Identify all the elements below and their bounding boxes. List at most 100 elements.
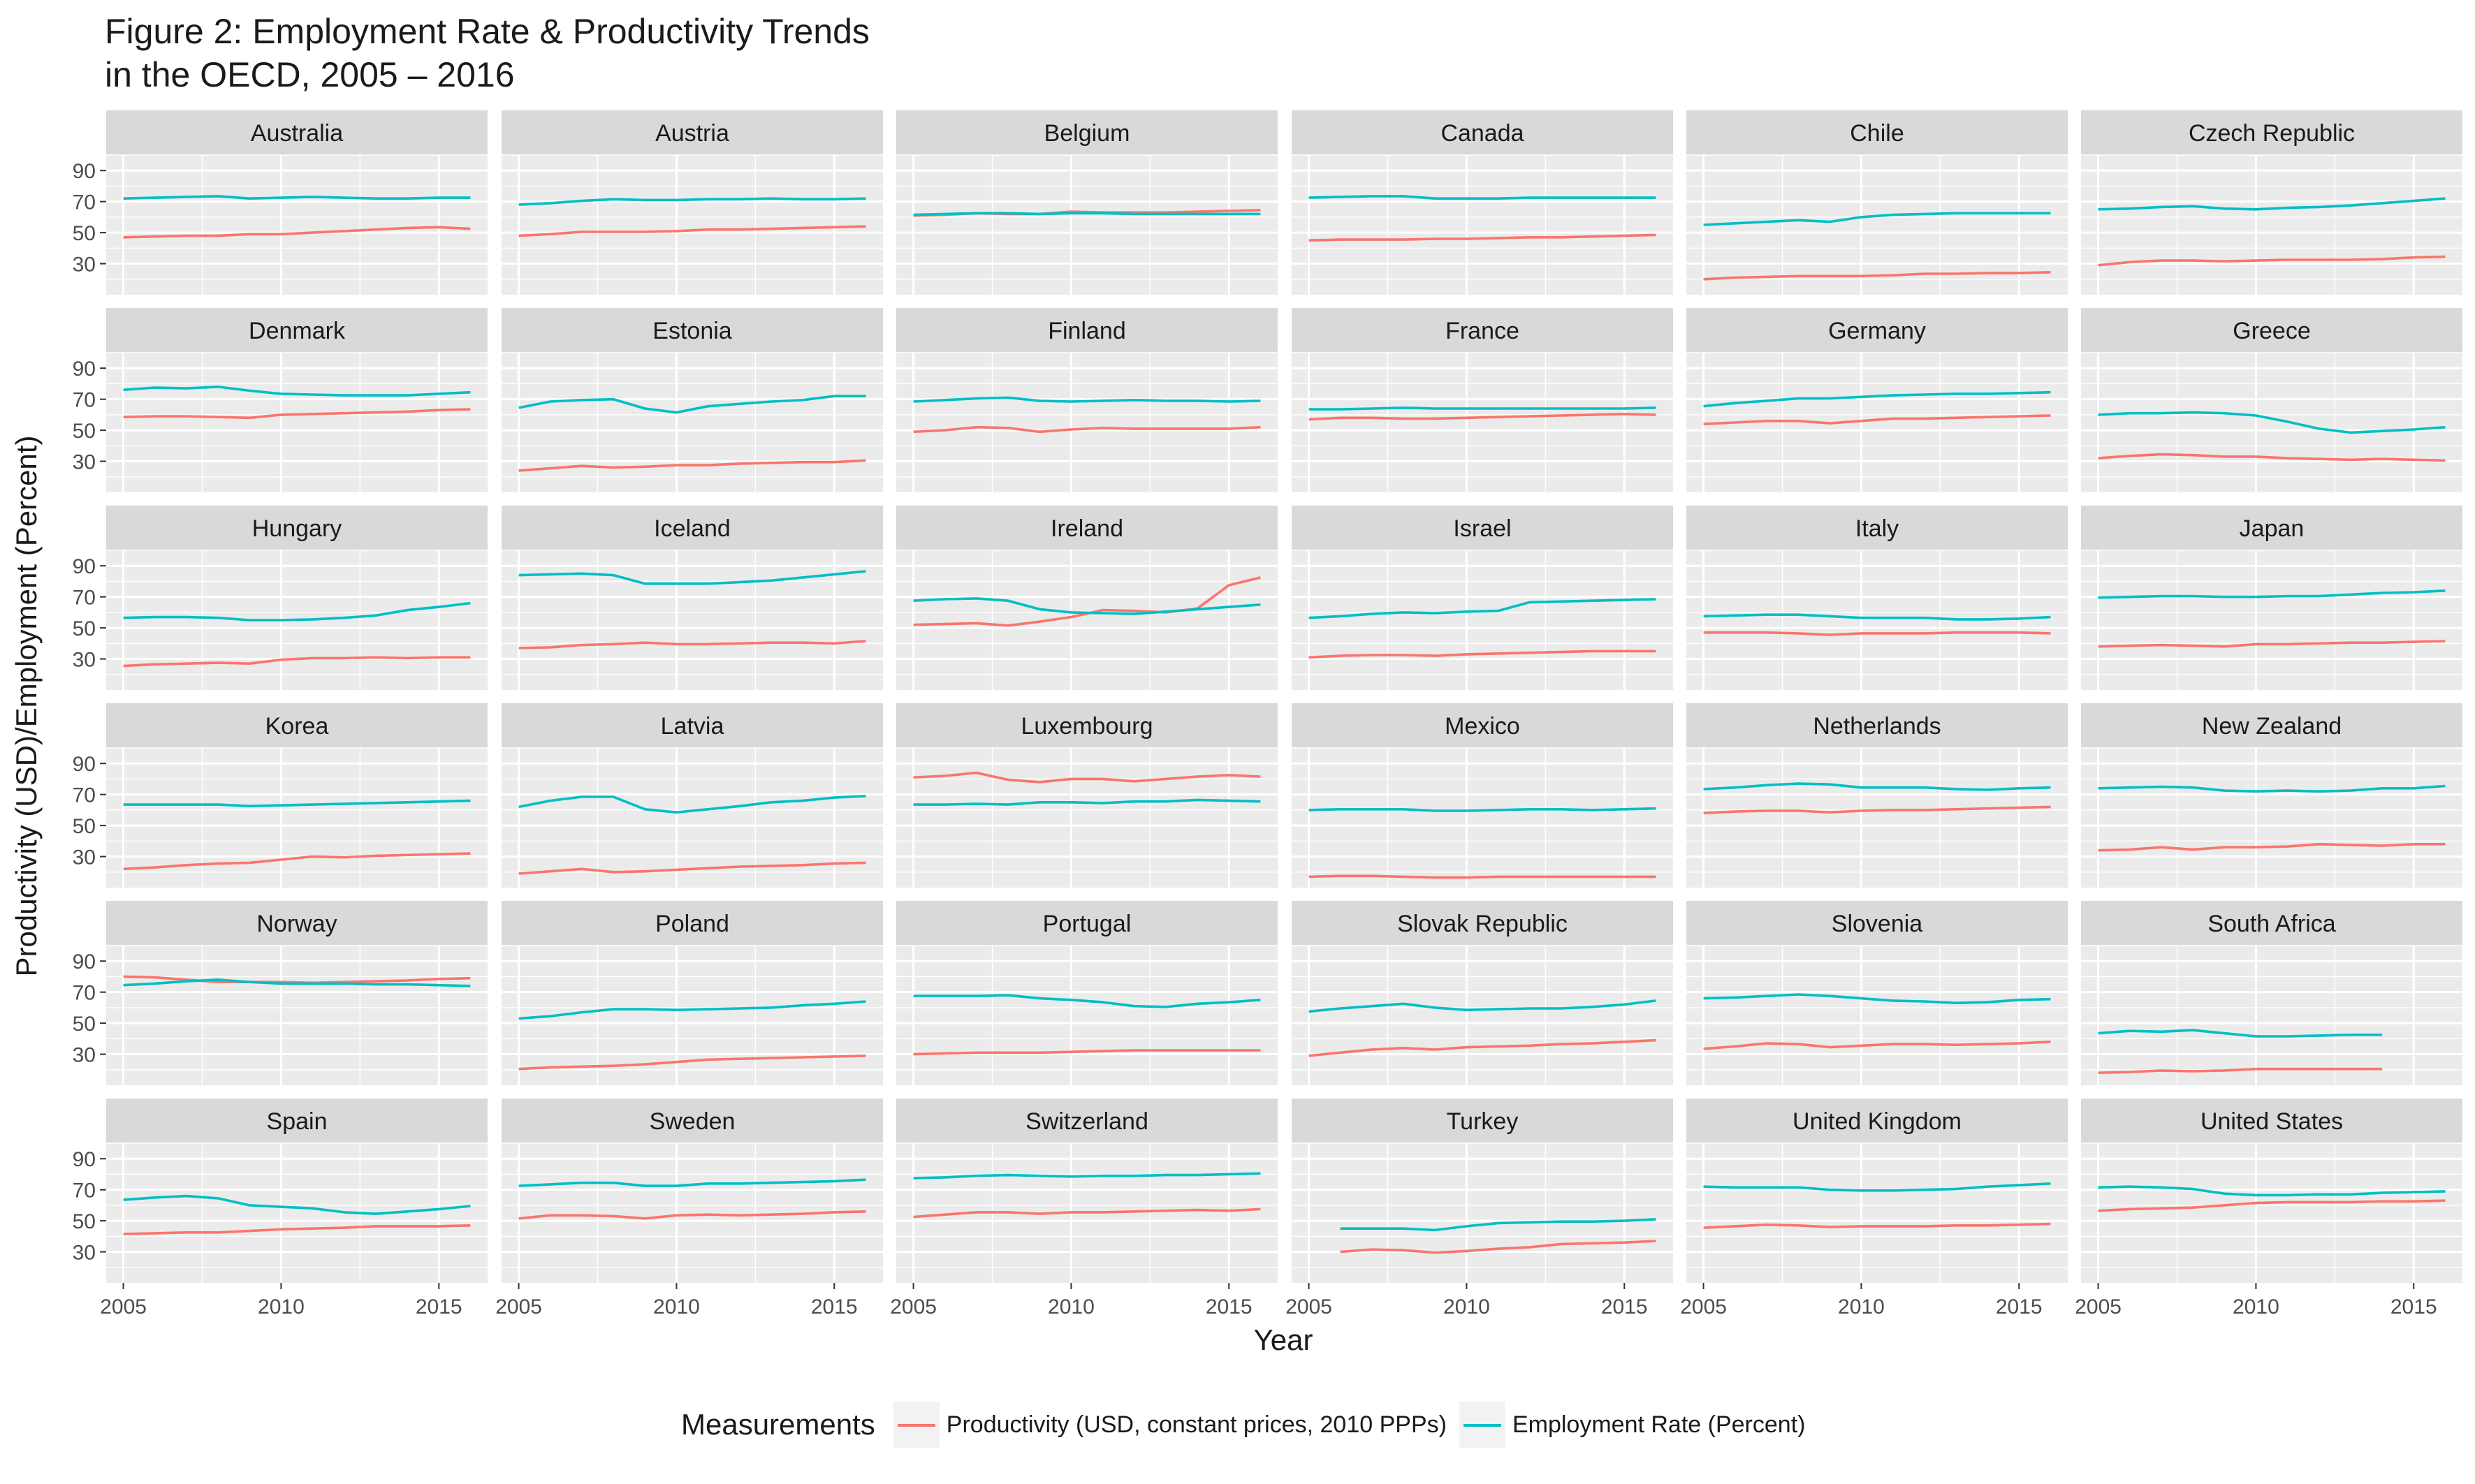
series-line-employment (1703, 1182, 2051, 1192)
panel-strip-label: Germany (1828, 318, 1926, 344)
panel-spain: Spain 30 50 70 90 2005 2010 2015 (73, 1099, 488, 1318)
series-line-employment (1308, 195, 1656, 200)
panel-strip (896, 308, 1278, 353)
panel-strip-label: South Africa (2207, 911, 2335, 937)
panel-ireland: Ireland (896, 506, 1278, 690)
panel-strip (2081, 901, 2462, 946)
series-line-productivity (518, 459, 866, 472)
series-line-productivity (913, 1207, 1261, 1219)
series-line-employment (1703, 212, 2051, 226)
panel-estonia: Estonia (502, 308, 883, 492)
panel-strip (896, 901, 1278, 946)
panel-strip (2081, 703, 2462, 748)
panel-austria: Austria (502, 110, 883, 295)
panel-background (106, 946, 488, 1085)
panel-background (106, 155, 488, 295)
panel-background (106, 1143, 488, 1283)
x-tick-label: 2010 (2233, 1295, 2279, 1318)
legend-label-employment: Employment Rate (Percent) (1512, 1411, 1806, 1438)
panel-australia: Australia 30 50 70 90 (73, 110, 488, 295)
series-line-productivity (123, 656, 471, 668)
panel-italy: Italy (1686, 506, 2068, 690)
panel-strip-label: Turkey (1447, 1108, 1519, 1135)
panel-strip-label: Italy (1855, 515, 1899, 542)
series-line-productivity (123, 852, 471, 871)
y-tick-label: 90 (73, 160, 96, 183)
panel-united-states: United States 2005 2010 2015 (2075, 1099, 2462, 1318)
series-line-productivity (123, 1224, 471, 1235)
panel-strip-label: Sweden (650, 1108, 736, 1135)
series-line-productivity (2098, 453, 2446, 462)
series-line-employment (2098, 1029, 2383, 1038)
series-line-productivity (1308, 1038, 1656, 1057)
series-line-productivity (1308, 874, 1656, 879)
series-line-productivity (518, 1210, 866, 1220)
y-tick-label: 90 (73, 1148, 96, 1171)
y-tick-label: 50 (73, 1013, 96, 1036)
y-tick-label: 30 (73, 649, 96, 672)
x-tick-label: 2005 (1680, 1295, 1727, 1318)
panel-poland: Poland (502, 901, 883, 1085)
series-line-employment (1703, 993, 2051, 1004)
x-tick-label: 2010 (258, 1295, 305, 1318)
series-line-productivity (2098, 1199, 2446, 1212)
y-tick-label: 90 (73, 358, 96, 381)
panel-strip-label: Belgium (1044, 120, 1130, 147)
panel-mexico: Mexico (1292, 703, 1673, 888)
panel-strip-label: Czech Republic (2189, 120, 2355, 147)
series-line-employment (1308, 807, 1656, 812)
series-line-employment (2098, 589, 2446, 599)
panel-france: France (1292, 308, 1673, 492)
panel-chile: Chile (1686, 110, 2068, 295)
panel-background (1686, 155, 2068, 295)
panel-strip (2081, 506, 2462, 550)
panel-strip (502, 703, 883, 748)
panel-background (1686, 748, 2068, 888)
series-line-employment (123, 799, 471, 808)
panel-israel: Israel (1292, 506, 1673, 690)
series-line-productivity (518, 225, 866, 237)
panel-strip (1686, 506, 2068, 550)
panel-background (896, 155, 1278, 295)
panel-background (896, 748, 1278, 888)
panel-strip (1292, 506, 1673, 550)
panel-strip-label: Portugal (1043, 911, 1132, 937)
figure-title-line-2: in the OECD, 2005 – 2016 (105, 55, 515, 94)
panel-strip (502, 506, 883, 550)
x-tick-label: 2010 (653, 1295, 700, 1318)
panel-strip-label: Ireland (1051, 515, 1123, 542)
panel-strip-label: Iceland (654, 515, 731, 542)
panel-background (896, 946, 1278, 1085)
panel-strip-label: Poland (655, 911, 729, 937)
y-tick-label: 70 (73, 389, 96, 412)
x-tick-label: 2005 (495, 1295, 542, 1318)
panel-strip-label: Korea (265, 713, 329, 740)
y-tick-label: 50 (73, 222, 96, 245)
panel-strip-label: Austria (655, 120, 729, 147)
panel-strip (896, 110, 1278, 155)
panel-korea: Korea 30 50 70 90 (73, 703, 488, 888)
panel-new-zealand: New Zealand (2081, 703, 2462, 888)
series-line-employment (518, 1000, 866, 1020)
panel-sweden: Sweden 2005 2010 2015 (495, 1099, 883, 1318)
y-tick-label: 70 (73, 1180, 96, 1203)
panel-strip (1686, 308, 2068, 353)
series-line-productivity (913, 771, 1261, 784)
panel-japan: Japan (2081, 506, 2462, 690)
x-tick-label: 2010 (1443, 1295, 1490, 1318)
panel-background (1686, 946, 2068, 1085)
series-line-productivity (913, 425, 1261, 434)
series-line-employment (123, 601, 471, 622)
panel-strip-label: Japan (2240, 515, 2305, 542)
panel-finland: Finland (896, 308, 1278, 492)
panel-strip-label: Greece (2233, 318, 2311, 344)
series-line-employment (913, 1172, 1261, 1180)
series-line-productivity (1340, 1240, 1656, 1254)
panel-background (896, 353, 1278, 492)
series-line-productivity (1703, 271, 2051, 281)
series-line-productivity (518, 1055, 866, 1071)
series-line-employment (1308, 999, 1656, 1013)
panel-strip-label: Spain (267, 1108, 328, 1135)
panel-slovenia: Slovenia (1686, 901, 2068, 1085)
series-line-productivity (2098, 1067, 2383, 1074)
